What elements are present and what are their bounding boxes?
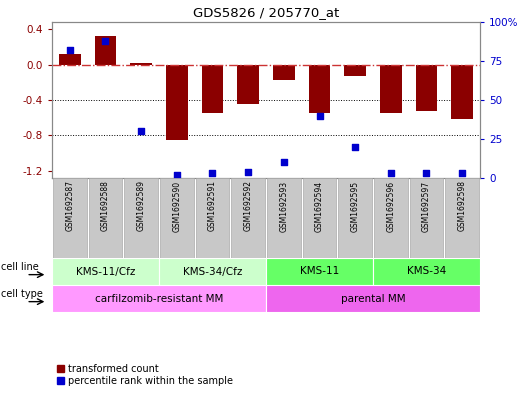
Bar xyxy=(410,178,444,258)
Bar xyxy=(166,64,188,140)
Text: GSM1692589: GSM1692589 xyxy=(137,180,146,231)
Point xyxy=(351,144,359,150)
Bar xyxy=(273,64,294,81)
Text: carfilzomib-resistant MM: carfilzomib-resistant MM xyxy=(95,294,223,303)
Text: GSM1692592: GSM1692592 xyxy=(244,180,253,231)
Bar xyxy=(266,258,373,285)
Bar xyxy=(446,178,479,258)
Bar xyxy=(124,178,158,258)
Bar xyxy=(267,178,301,258)
Point xyxy=(208,170,217,176)
Text: GSM1692593: GSM1692593 xyxy=(279,180,288,231)
Point xyxy=(386,170,395,176)
Point xyxy=(280,159,288,165)
Title: GDS5826 / 205770_at: GDS5826 / 205770_at xyxy=(193,6,339,19)
Legend: transformed count, percentile rank within the sample: transformed count, percentile rank withi… xyxy=(57,364,233,386)
Text: GSM1692595: GSM1692595 xyxy=(350,180,360,231)
Bar xyxy=(374,178,407,258)
Point xyxy=(244,169,253,175)
Text: GSM1692590: GSM1692590 xyxy=(173,180,181,231)
Point xyxy=(101,38,110,44)
Point xyxy=(458,170,467,176)
Bar xyxy=(130,63,152,64)
Text: GSM1692598: GSM1692598 xyxy=(458,180,467,231)
Bar xyxy=(309,64,330,113)
Bar xyxy=(373,258,480,285)
Text: GSM1692591: GSM1692591 xyxy=(208,180,217,231)
Point xyxy=(422,170,430,176)
Bar xyxy=(451,64,473,119)
Bar xyxy=(159,258,266,285)
Text: KMS-11: KMS-11 xyxy=(300,266,339,277)
Text: GSM1692594: GSM1692594 xyxy=(315,180,324,231)
Point xyxy=(66,47,74,53)
Bar xyxy=(338,178,372,258)
Bar xyxy=(59,54,81,64)
Bar xyxy=(89,178,122,258)
Text: GSM1692597: GSM1692597 xyxy=(422,180,431,231)
Bar xyxy=(53,178,87,258)
Bar xyxy=(160,178,194,258)
Bar xyxy=(196,178,229,258)
Bar xyxy=(237,64,259,105)
Text: GSM1692588: GSM1692588 xyxy=(101,180,110,231)
Bar xyxy=(380,64,402,113)
Text: GSM1692587: GSM1692587 xyxy=(65,180,74,231)
Bar xyxy=(345,64,366,76)
Point xyxy=(137,128,145,134)
Bar xyxy=(416,64,437,111)
Bar xyxy=(202,64,223,113)
Bar xyxy=(95,36,116,64)
Text: GSM1692596: GSM1692596 xyxy=(386,180,395,231)
Point xyxy=(315,112,324,119)
Text: cell type: cell type xyxy=(1,289,42,299)
Point xyxy=(173,172,181,178)
Bar xyxy=(231,178,265,258)
Bar xyxy=(52,285,266,312)
Text: KMS-11/Cfz: KMS-11/Cfz xyxy=(76,266,135,277)
Text: cell line: cell line xyxy=(1,262,38,272)
Bar xyxy=(266,285,480,312)
Text: KMS-34: KMS-34 xyxy=(407,266,446,277)
Bar xyxy=(52,258,159,285)
Text: parental MM: parental MM xyxy=(340,294,405,303)
Text: KMS-34/Cfz: KMS-34/Cfz xyxy=(183,266,242,277)
Bar xyxy=(303,178,336,258)
